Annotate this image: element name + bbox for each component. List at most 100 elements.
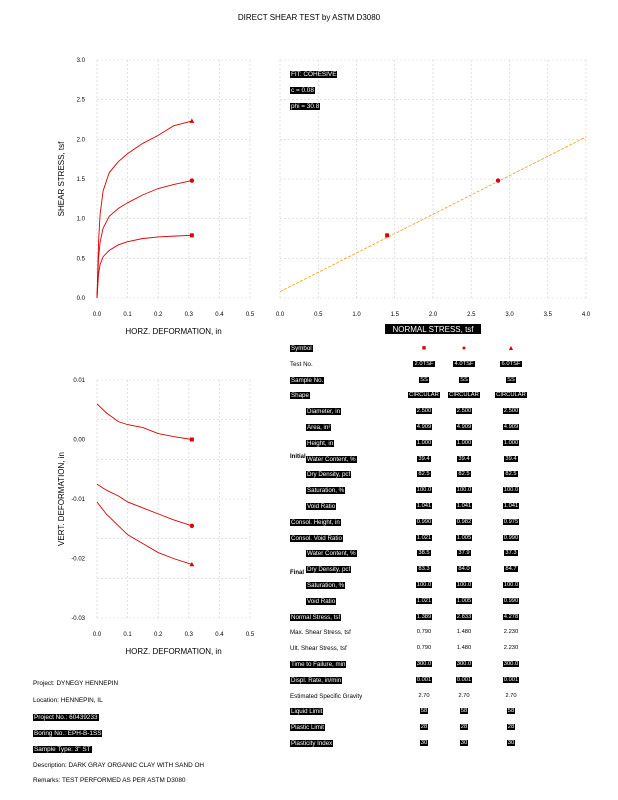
table-cell-wrap: 38.5	[404, 549, 444, 558]
shear-vs-horz-x-label: HORZ. DEFORMATION, in	[125, 327, 221, 336]
table-cell: 100.0	[415, 487, 433, 494]
table-row-label: Dry Density, pcf	[306, 471, 352, 479]
table-cell: 0.001	[455, 676, 473, 683]
table-cell-wrap: 2.70	[404, 692, 444, 701]
fit-legend-entry: FIT: COHESIVE	[290, 71, 338, 78]
table-cell: 1.480	[456, 629, 472, 636]
table-row-label: Water Content, %	[306, 550, 357, 558]
table-cell-wrap: 1.041	[404, 502, 444, 511]
table-cell-wrap: 82.5	[404, 470, 444, 479]
table-cell: 4.0TSF	[453, 360, 475, 367]
table-cell-wrap: 0.990	[404, 518, 444, 527]
vert-vs-horz-y-tick: 0.01	[73, 378, 85, 384]
table-cell: 2.833	[455, 613, 473, 620]
shear-vs-horz-x-tick: 0.0	[93, 312, 102, 318]
table-row-label: Area, in²	[306, 424, 332, 431]
table-row: Shape	[290, 391, 310, 400]
shear-vs-horz-x-tick: 0.4	[215, 312, 224, 318]
table-cell-wrap: 28	[444, 723, 484, 732]
table-cell-wrap: 100.0	[444, 581, 484, 590]
table-row-label: Liquid Limit	[290, 708, 324, 716]
shear-vs-horz-series-line	[96, 234, 192, 299]
shear-vs-horz-x-tick: 0.2	[154, 312, 163, 318]
table-row-label: Height, in	[306, 439, 335, 447]
table-cell: 2.70	[505, 692, 517, 699]
shear-vs-horz-series-marker	[189, 178, 195, 183]
table-cell: 100.0	[502, 582, 520, 588]
table-cell-wrap: 0.990	[491, 597, 531, 606]
shear-vs-normal-x-tick: 0.0	[276, 312, 285, 318]
table-cell-wrap: 1.480	[444, 628, 484, 637]
table-cell-wrap: 1.480	[444, 644, 484, 653]
table-cell-wrap: ▲	[491, 344, 531, 353]
table-cell: SS	[419, 376, 429, 383]
table-cell: 300.0	[502, 661, 520, 667]
table-row: Consol. Height, in	[290, 518, 341, 527]
table-row: Displ. Rate, in/min	[290, 676, 343, 685]
table-cell: 1.480	[456, 645, 472, 652]
table-cell: 300.0	[415, 661, 433, 667]
table-cell-wrap: 1.021	[404, 597, 444, 606]
table-cell: CIRCULAR	[495, 392, 527, 399]
fit-legend-row: FIT: COHESIVE	[290, 70, 338, 79]
table-cell: 28	[459, 724, 469, 731]
table-cell-wrap: 37.3	[491, 549, 531, 558]
table-cell-wrap: 2.230	[491, 644, 531, 653]
table-cell: 0.990	[502, 534, 520, 541]
shear-vs-normal-x-tick: 1.5	[391, 312, 400, 318]
table-cell-wrap: 30	[404, 739, 444, 748]
fit-legend-entry: c = 0.08	[290, 87, 315, 94]
vert-vs-horz-x-tick: 0.4	[215, 632, 224, 638]
table-row-label: Void Ratio	[306, 503, 337, 510]
vert-vs-horz-series-marker	[189, 561, 195, 567]
table-cell: ●	[461, 345, 467, 352]
table-row-label: Shape	[290, 392, 310, 400]
table-cell-wrap: 2.833	[444, 613, 484, 622]
table-row-label: Normal Stress, tsf	[290, 613, 342, 621]
shear-vs-normal-x-label-bg	[385, 324, 481, 334]
table-cell-wrap: 4.909	[491, 423, 531, 432]
table-cell-wrap: 1.000	[491, 439, 531, 448]
vert-vs-horz-series-marker	[189, 437, 194, 442]
shear-vs-horz-x-tick: 0.5	[246, 312, 255, 318]
table-row: Sample No.	[290, 376, 325, 385]
table-row: Max. Shear Stress, tsf	[290, 628, 351, 637]
table-cell: CIRCULAR	[448, 392, 480, 399]
table-cell: 6.0TSF	[500, 360, 522, 367]
table-row: Ult. Shear Stress, tsf	[290, 644, 347, 653]
table-cell: 1.000	[455, 439, 473, 446]
table-cell-wrap: 4.909	[444, 423, 484, 432]
table-row-label: Test No.	[290, 360, 313, 368]
vert-vs-horz-x-tick: 0.5	[246, 632, 255, 638]
remarks: Remarks: TEST PERFORMED AS PER ASTM D308…	[33, 777, 186, 784]
table-cell: 4.909	[415, 424, 433, 430]
vert-vs-horz-series-line	[96, 501, 192, 565]
table-cell: 0.790	[416, 645, 432, 652]
table-cell-wrap: 300.0	[491, 660, 531, 669]
table-row-label: Saturation, %	[306, 487, 346, 495]
table-cell: 2.500	[455, 408, 473, 415]
fit-legend-row: phi = 30.8	[290, 102, 321, 111]
shear-vs-horz-x-tick: 0.1	[123, 312, 132, 318]
table-row: Plasticity Index	[290, 739, 334, 748]
shear-vs-horz-series-marker	[189, 233, 194, 238]
table-cell-wrap: 28	[491, 723, 531, 732]
vert-vs-horz-x-tick: 0.1	[123, 632, 132, 638]
shear-vs-horz-series-line	[96, 180, 192, 299]
shear-vs-horz-y-tick: 3.0	[77, 58, 86, 64]
vert-vs-horz-y-tick: 0.00	[73, 438, 85, 444]
project-number: Project No.: 60439233	[33, 714, 99, 721]
table-cell: 1.000	[502, 439, 520, 446]
table-cell-wrap: 1.000	[404, 439, 444, 448]
vert-vs-horz-series-line	[96, 483, 192, 527]
table-cell-wrap: 2.500	[491, 407, 531, 416]
table-cell-wrap: 58	[444, 707, 484, 716]
final-group-label: Final	[290, 570, 305, 576]
shear-vs-horz-y-tick: 1.5	[77, 177, 86, 183]
table-row-label: Displ. Rate, in/min	[290, 676, 343, 684]
table-cell: 37.3	[504, 550, 518, 557]
table-cell: 82.5	[457, 471, 471, 478]
table-cell: ■	[421, 345, 427, 352]
table-row: Saturation, %	[306, 486, 346, 495]
table-cell-wrap: 2.500	[444, 407, 484, 416]
